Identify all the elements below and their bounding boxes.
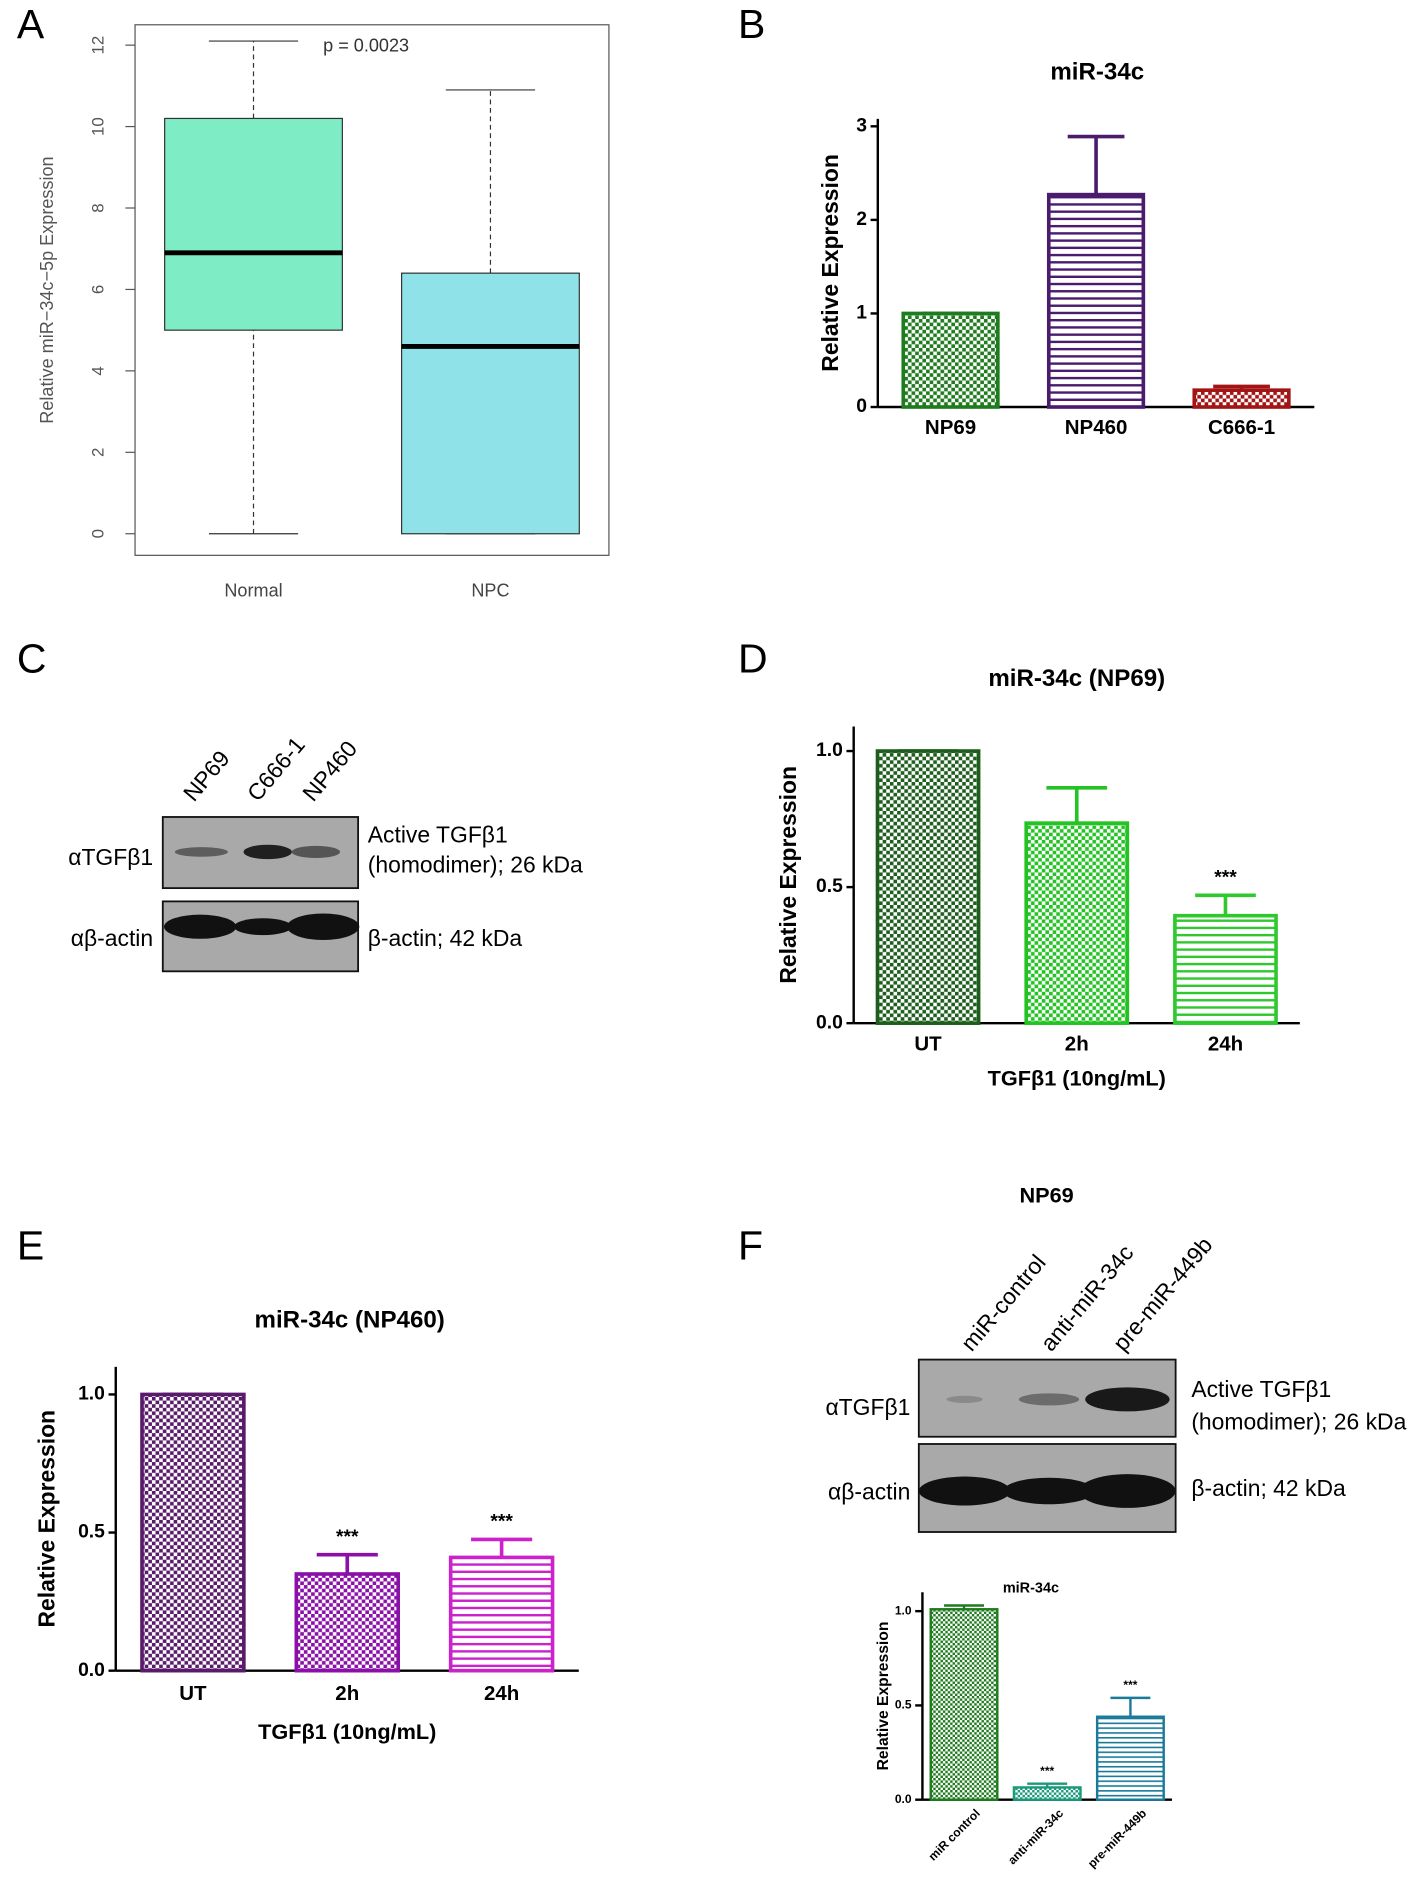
bar [1024, 821, 1130, 1025]
blot-band [291, 845, 341, 858]
blot-band [918, 1476, 1011, 1506]
bar [929, 1608, 999, 1801]
blot-band [286, 913, 360, 940]
blot-right-label: Active TGFβ1 [368, 821, 508, 847]
panel-label: B [738, 1, 765, 47]
significance: *** [1214, 867, 1237, 888]
bar [875, 749, 981, 1025]
x-tick-label: anti-miR-34c [1005, 1806, 1066, 1867]
blot-row-label: αTGFβ1 [68, 844, 153, 870]
x-tick-label: UT [914, 1032, 942, 1055]
y-axis-label: Relative Expression [875, 1622, 892, 1771]
blot-band [1003, 1477, 1095, 1505]
y-tick-label: 1.0 [816, 740, 843, 761]
blot-band [1079, 1474, 1176, 1508]
blot-band [174, 847, 228, 857]
blot-band [243, 844, 292, 860]
x-tick-label: 2h [1065, 1032, 1089, 1055]
x-tick-label: 24h [1208, 1032, 1243, 1055]
y-tick-label: 6 [88, 285, 107, 294]
y-tick-label: 0 [88, 529, 107, 538]
bar [294, 1572, 401, 1673]
y-tick-label: 0 [856, 396, 867, 417]
significance: *** [1040, 1764, 1054, 1778]
x-axis-label: TGFβ1 (10ng/mL) [258, 1719, 436, 1744]
blot-lane-label: C666-1 [242, 732, 310, 806]
blot-row-label: αTGFβ1 [825, 1394, 910, 1420]
x-tick-label: NP460 [1065, 416, 1128, 439]
x-tick-label: pre-miR-449b [1085, 1806, 1149, 1870]
panel-label: D [738, 635, 768, 681]
x-tick-label: C666-1 [1208, 416, 1275, 439]
y-tick-label: 0.0 [895, 1792, 912, 1806]
blot-lane-label: NP69 [178, 745, 235, 806]
y-tick-label: 2 [856, 209, 867, 230]
blot-band [946, 1395, 983, 1403]
x-tick-label: NP69 [925, 416, 976, 439]
bar [1095, 1715, 1165, 1801]
bar [1173, 913, 1278, 1025]
blot-right-label: β-actin; 42 kDa [368, 925, 523, 951]
x-tick-label: UT [179, 1682, 207, 1705]
y-axis-label: Relative Expression [775, 766, 801, 984]
y-tick-label: 1.0 [78, 1384, 105, 1405]
blot-band [1085, 1387, 1170, 1412]
bar [1046, 192, 1146, 409]
y-tick-label: 2 [88, 448, 107, 457]
chart-title: miR-34c (NP460) [255, 1306, 445, 1333]
annotation: p = 0.0023 [323, 35, 409, 55]
y-axis-label: Relative Expression [817, 154, 843, 372]
panel-label: C [17, 635, 47, 681]
plot-frame [134, 24, 610, 556]
box [400, 272, 580, 535]
significance: *** [1123, 1678, 1137, 1692]
blot-right-label: Active TGFβ1 [1191, 1376, 1331, 1402]
x-tick-label: 2h [335, 1682, 359, 1705]
blot-right-label: (homodimer); 26 kDa [1191, 1409, 1406, 1435]
y-axis-label: Relative Expression [33, 1410, 59, 1628]
y-tick-label: 0.5 [895, 1698, 912, 1712]
y-tick-label: 12 [88, 36, 107, 55]
y-tick-label: 1.0 [895, 1603, 912, 1617]
x-tick-label: 24h [484, 1682, 519, 1705]
blot-row-label: αβ-actin [828, 1478, 910, 1504]
blot-band [233, 918, 292, 936]
y-tick-label: 4 [88, 366, 107, 375]
x-axis-label: TGFβ1 (10ng/mL) [988, 1066, 1166, 1091]
panel-label: F [738, 1222, 763, 1268]
y-tick-label: 3 [856, 115, 867, 136]
y-tick-label: 0.5 [816, 876, 843, 897]
bar [1012, 1786, 1082, 1801]
panel-label: A [17, 1, 45, 47]
bar [901, 311, 1000, 409]
chart-title: miR-34c [1050, 58, 1144, 85]
x-tick-label: miR control [926, 1806, 983, 1863]
y-axis-label: Relative miR−34c−5p Expression [37, 156, 57, 423]
blot-title: NP69 [1019, 1183, 1073, 1208]
y-tick-label: 0.0 [816, 1012, 843, 1033]
bar [140, 1392, 246, 1673]
y-tick-label: 1 [856, 303, 867, 324]
y-tick-label: 8 [88, 203, 107, 212]
blot-band [163, 914, 237, 939]
box [164, 117, 343, 331]
bar [1192, 388, 1291, 409]
panel-label: E [17, 1222, 44, 1268]
y-tick-label: 0.0 [78, 1660, 105, 1681]
blot-right-label: β-actin; 42 kDa [1191, 1475, 1346, 1501]
significance: *** [490, 1512, 513, 1533]
blot-row-label: αβ-actin [71, 925, 153, 951]
y-tick-label: 0.5 [78, 1522, 105, 1543]
blot-band [1018, 1393, 1080, 1406]
bar [448, 1555, 555, 1673]
blot-right-label: (homodimer); 26 kDa [368, 851, 583, 877]
y-tick-label: 10 [88, 117, 107, 136]
chart-title: miR-34c [1003, 1580, 1059, 1596]
x-tick-label: Normal [224, 580, 282, 600]
significance: *** [336, 1527, 359, 1548]
x-tick-label: NPC [471, 580, 509, 600]
chart-title: miR-34c (NP69) [988, 665, 1165, 692]
